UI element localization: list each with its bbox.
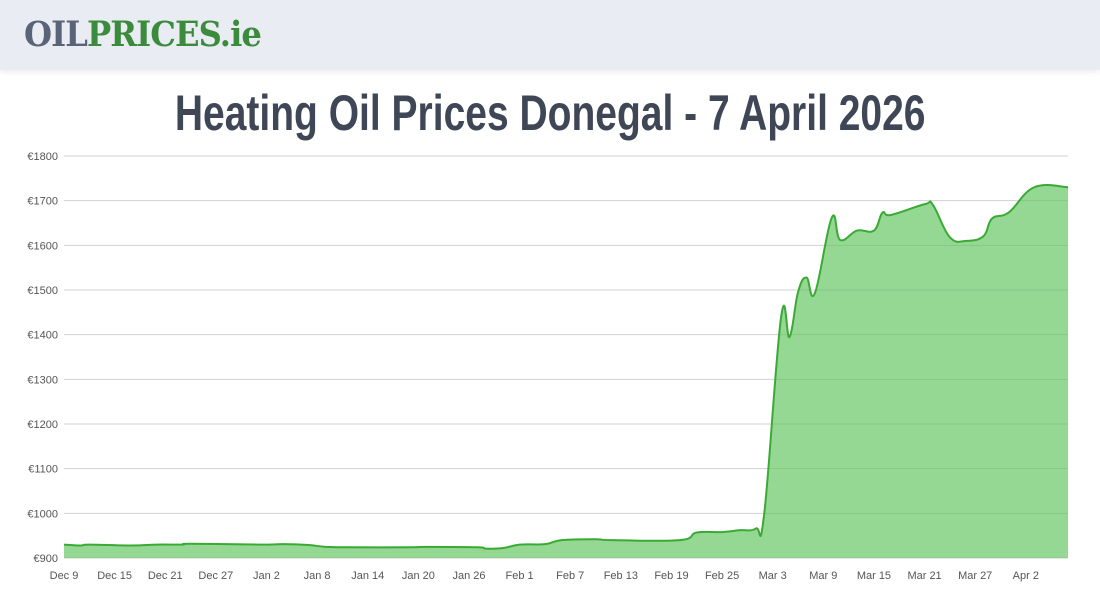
price-line (63, 184, 1069, 550)
x-tick-label: Feb 19 (654, 570, 688, 582)
x-tick-label: Apr 2 (1013, 570, 1039, 582)
x-tick-label: Feb 25 (705, 570, 739, 582)
y-tick-label: €1400 (27, 330, 58, 342)
x-tick-label: Dec 27 (198, 570, 233, 582)
site-header: OILPRICES.ie (0, 0, 1100, 70)
x-tick-label: Feb 13 (604, 570, 638, 582)
x-tick-label: Mar 3 (759, 570, 787, 582)
y-tick-label: €1300 (27, 374, 58, 386)
y-tick-label: €1500 (27, 285, 58, 297)
x-tick-label: Jan 14 (351, 570, 384, 582)
x-tick-label: Mar 21 (907, 570, 941, 582)
x-tick-label: Jan 20 (402, 570, 435, 582)
x-tick-label: Dec 9 (50, 570, 79, 582)
x-tick-label: Dec 21 (148, 570, 183, 582)
price-area-fill (64, 185, 1068, 558)
x-tick-label: Feb 7 (556, 570, 584, 582)
x-tick-label: Jan 26 (452, 570, 485, 582)
y-tick-label: €1100 (28, 464, 58, 476)
x-tick-label: Dec 15 (97, 570, 132, 582)
page-title: Heating Oil Prices Donegal - 7 April 202… (174, 85, 926, 141)
y-tick-label: €1800 (27, 151, 58, 163)
y-tick-label: €900 (34, 553, 58, 565)
y-tick-label: €1200 (27, 419, 58, 431)
y-tick-label: €1600 (27, 240, 58, 252)
x-tick-label: Mar 15 (857, 570, 891, 582)
x-tick-label: Jan 2 (253, 570, 280, 582)
site-logo[interactable]: OILPRICES.ie (24, 14, 262, 55)
x-tick-label: Mar 27 (958, 570, 992, 582)
x-tick-label: Feb 1 (506, 570, 534, 582)
x-tick-label: Mar 9 (809, 570, 837, 582)
y-tick-label: €1700 (27, 196, 58, 208)
x-tick-label: Jan 8 (304, 570, 331, 582)
y-tick-label: €1000 (27, 508, 58, 520)
